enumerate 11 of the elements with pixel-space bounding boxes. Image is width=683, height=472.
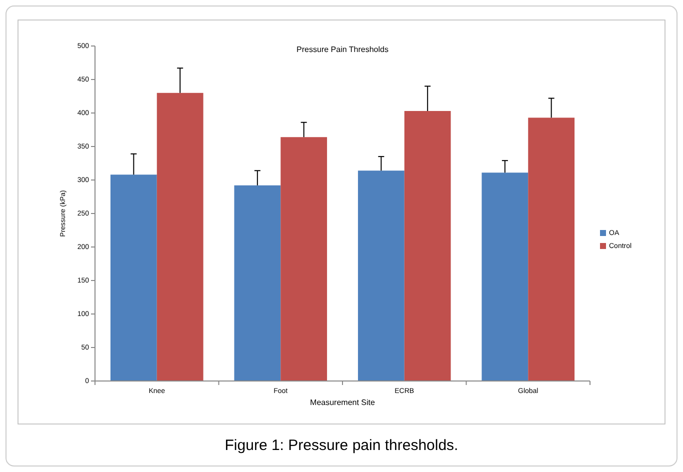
bar (110, 174, 157, 381)
bar (358, 170, 404, 381)
bar (404, 110, 451, 381)
bar (528, 118, 575, 381)
chart-title: Pressure Pain Thresholds (296, 45, 388, 54)
bar (234, 185, 281, 381)
bar (280, 137, 328, 381)
bar (156, 92, 204, 381)
bar (482, 172, 528, 381)
x-axis-title: Measurement Site (310, 398, 376, 407)
caption: Figure 1: Pressure pain thresholds. (224, 437, 458, 454)
